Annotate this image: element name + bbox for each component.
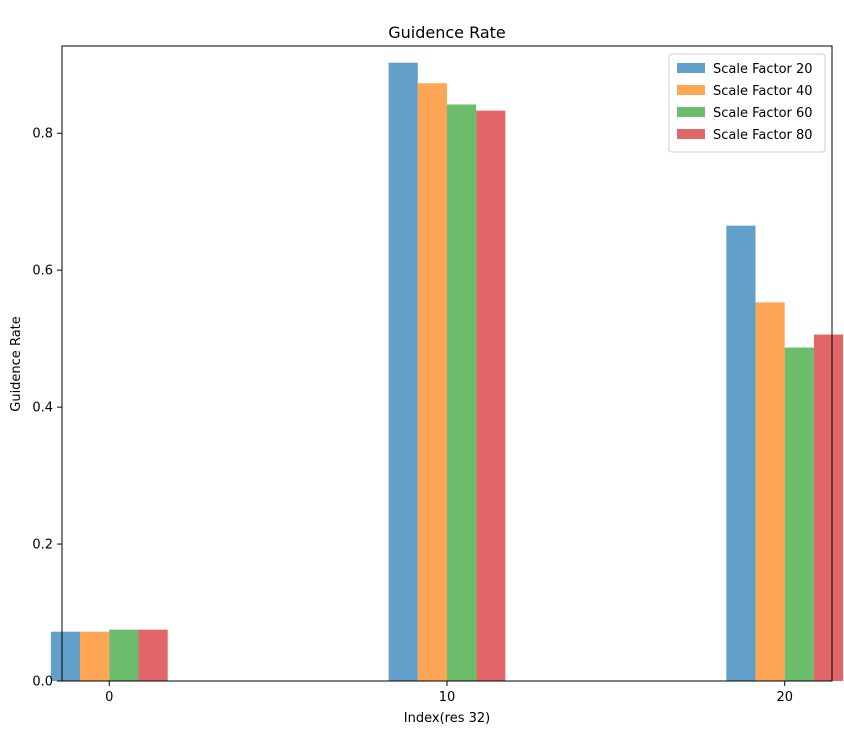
legend-swatch — [677, 107, 705, 117]
y-tick-label: 0.2 — [32, 538, 53, 553]
bar-scale-factor-40-cat-20 — [755, 302, 785, 681]
ticks-layer: 0 10 20 0.0 0.2 0.4 0.6 0.8 — [32, 127, 793, 705]
legend-swatch — [677, 129, 705, 139]
bar-scale-factor-20-cat-0 — [50, 631, 81, 681]
bar-scale-factor-20-cat-20 — [726, 225, 756, 682]
y-tick-label: 0.4 — [32, 401, 53, 416]
bars-layer — [50, 62, 844, 682]
bar-scale-factor-80-cat-20 — [813, 334, 844, 681]
legend-label: Scale Factor 80 — [713, 128, 813, 143]
x-tick-label: 10 — [439, 690, 456, 705]
bar-scale-factor-60-cat-10 — [447, 104, 477, 682]
x-tick-label: 0 — [105, 690, 113, 705]
bar-scale-factor-80-cat-10 — [476, 110, 506, 681]
chart-title: Guidence Rate — [388, 23, 506, 42]
bar-scale-factor-80-cat-0 — [138, 629, 168, 681]
legend-swatch — [677, 63, 705, 73]
legend: Scale Factor 20 Scale Factor 40 Scale Fact… — [668, 53, 826, 153]
legend-label: Scale Factor 60 — [713, 106, 813, 121]
legend-label: Scale Factor 40 — [713, 84, 813, 99]
legend-box — [668, 53, 826, 153]
y-axis-label: Guidence Rate — [9, 316, 24, 412]
legend-swatch — [677, 85, 705, 95]
y-tick-label: 0.8 — [32, 127, 53, 142]
y-tick-label: 0.0 — [32, 675, 53, 690]
bar-scale-factor-60-cat-0 — [109, 629, 139, 681]
y-tick-label: 0.6 — [32, 264, 53, 279]
x-tick-label: 20 — [776, 690, 793, 705]
x-axis-label: Index(res 32) — [404, 711, 490, 726]
bar-scale-factor-20-cat-10 — [388, 62, 418, 681]
bar-scale-factor-40-cat-10 — [417, 83, 447, 681]
bar-scale-factor-60-cat-20 — [784, 347, 814, 681]
bar-scale-factor-40-cat-0 — [80, 631, 110, 681]
legend-label: Scale Factor 20 — [713, 62, 813, 77]
